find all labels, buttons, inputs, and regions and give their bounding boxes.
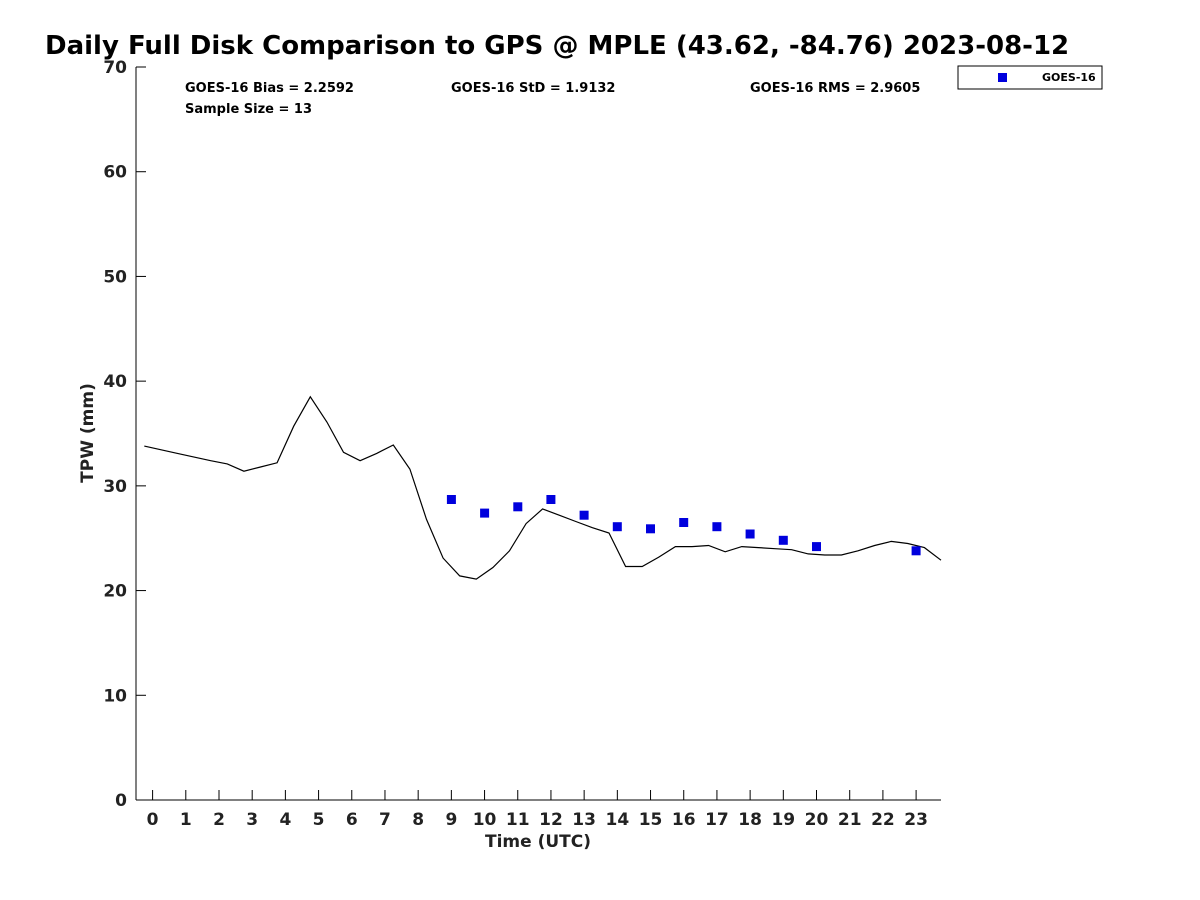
goes16-data-point bbox=[579, 510, 589, 520]
x-tick-label: 10 bbox=[473, 810, 497, 830]
legend-marker bbox=[998, 73, 1007, 82]
goes16-data-point bbox=[612, 522, 622, 532]
y-tick-label: 40 bbox=[103, 372, 127, 392]
y-tick-label: 10 bbox=[103, 686, 127, 706]
y-tick-label: 0 bbox=[115, 791, 127, 811]
x-tick-label: 2 bbox=[213, 810, 225, 830]
goes16-series-points bbox=[446, 495, 921, 556]
y-tick-label: 20 bbox=[103, 582, 127, 602]
x-tick-label: 8 bbox=[412, 810, 424, 830]
x-tick-label: 5 bbox=[313, 810, 325, 830]
x-tick-label: 17 bbox=[705, 810, 729, 830]
x-tick-label: 1 bbox=[180, 810, 192, 830]
x-tick-label: 19 bbox=[771, 810, 795, 830]
x-tick-label: 13 bbox=[572, 810, 596, 830]
rms-stat: GOES-16 RMS = 2.9605 bbox=[750, 81, 920, 96]
x-tick-label: 23 bbox=[904, 810, 928, 830]
x-tick-label: 3 bbox=[246, 810, 258, 830]
goes16-data-point bbox=[446, 495, 456, 504]
y-axis-ticks: 0 10 20 30 40 50 60 70 bbox=[103, 58, 146, 811]
x-tick-label: 0 bbox=[147, 810, 159, 830]
goes16-data-point bbox=[911, 546, 921, 556]
y-tick-label: 60 bbox=[103, 163, 127, 183]
goes16-data-point bbox=[679, 518, 689, 527]
x-axis-label: Time (UTC) bbox=[485, 832, 591, 852]
x-tick-label: 6 bbox=[346, 810, 358, 830]
x-tick-label: 9 bbox=[445, 810, 457, 830]
x-tick-label: 20 bbox=[805, 810, 829, 830]
x-tick-label: 21 bbox=[838, 810, 862, 830]
goes16-data-point bbox=[480, 508, 490, 518]
x-tick-label: 12 bbox=[539, 810, 563, 830]
legend-label: GOES-16 bbox=[1042, 71, 1096, 84]
gps-series-line bbox=[144, 395, 942, 580]
x-tick-label: 22 bbox=[871, 810, 895, 830]
y-tick-label: 50 bbox=[103, 267, 127, 287]
x-axis-ticks: 0 1 2 3 4 5 6 7 8 9 10 11 12 13 14 15 16 17 18 19 20 21 22 23 bbox=[147, 790, 928, 830]
goes16-data-point bbox=[546, 495, 556, 504]
y-tick-label: 70 bbox=[103, 58, 127, 78]
goes16-data-point bbox=[513, 502, 523, 512]
goes16-data-point bbox=[745, 529, 755, 539]
chart-title: Daily Full Disk Comparison to GPS @ MPLE… bbox=[45, 31, 1069, 61]
sample-size-stat: Sample Size = 13 bbox=[185, 102, 312, 117]
std-stat: GOES-16 StD = 1.9132 bbox=[451, 81, 615, 96]
x-tick-label: 14 bbox=[606, 810, 630, 830]
goes16-data-point bbox=[778, 535, 788, 545]
y-tick-label: 30 bbox=[103, 477, 127, 497]
bias-stat: GOES-16 Bias = 2.2592 bbox=[185, 81, 354, 96]
goes16-data-point bbox=[812, 542, 821, 552]
x-tick-label: 4 bbox=[279, 810, 291, 830]
y-axis-label: TPW (mm) bbox=[78, 383, 98, 483]
x-tick-label: 16 bbox=[672, 810, 696, 830]
x-tick-label: 11 bbox=[506, 810, 530, 830]
legend-box bbox=[957, 65, 1103, 90]
x-tick-label: 18 bbox=[738, 810, 762, 830]
legend: GOES-16 bbox=[957, 65, 1103, 90]
x-tick-label: 15 bbox=[639, 810, 663, 830]
x-tick-label: 7 bbox=[379, 810, 391, 830]
goes16-data-point bbox=[646, 524, 655, 534]
goes16-data-point bbox=[712, 522, 722, 532]
